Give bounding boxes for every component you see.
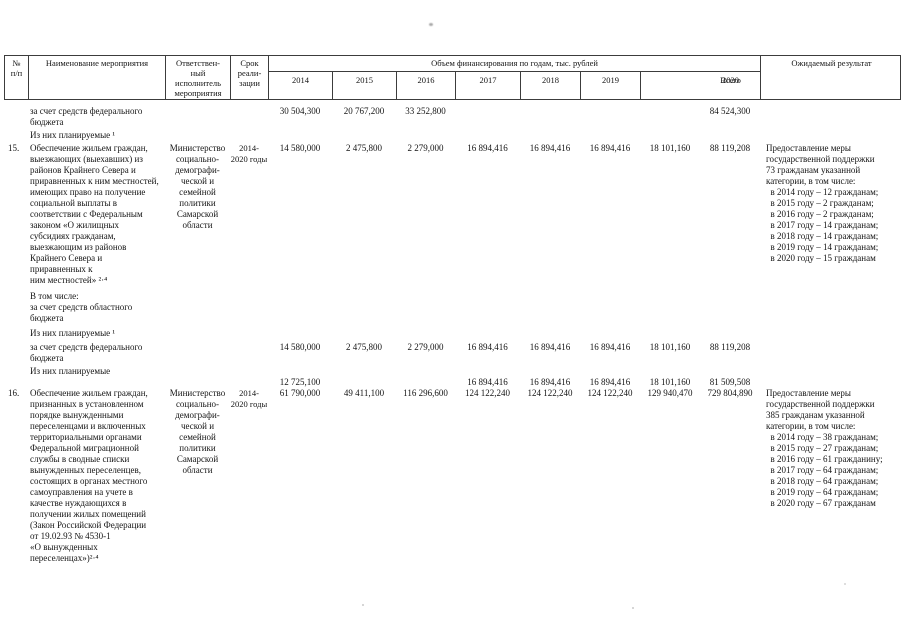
value-total: 88 119,208 <box>709 342 751 352</box>
value-2016: 2 279,000 <box>407 143 444 153</box>
value-2014: 12 725,100 <box>279 377 321 387</box>
value-2018: 16 894,416 <box>529 377 571 387</box>
expected-result: Предоставление меры государственной подд… <box>766 388 883 508</box>
header-year-2019: 2019 <box>581 72 641 99</box>
table-row-federal-budget-15: за счет средств федерального бюджета 14 … <box>4 342 901 364</box>
scan-artifact <box>429 23 433 26</box>
header-year-2015: 2015 <box>333 72 397 99</box>
scan-speck <box>362 604 364 606</box>
table-row-planned-prev: Из них планируемые ¹ <box>4 130 901 141</box>
value-2017: 16 894,416 <box>467 143 508 153</box>
header-year-2016: 2016 <box>397 72 456 99</box>
table-row-planned-values: 12 725,100 16 894,416 16 894,416 16 894,… <box>4 377 901 388</box>
table-row-regional-budget: В том числе: за счет средств областного … <box>4 291 901 324</box>
value-2015: 49 411,100 <box>343 388 385 398</box>
value-2020: 18 101,160 <box>649 143 691 153</box>
header-term: Срок реали- зации <box>231 56 269 99</box>
header-activity-name: Наименование мероприятия <box>29 56 166 99</box>
table-body: за счет средств федерального бюджета 30 … <box>4 106 901 564</box>
value-2020: 18 101,160 <box>649 342 691 352</box>
scan-speck <box>632 607 634 609</box>
executor: Министерство социально- демографи- ческо… <box>169 143 226 230</box>
activity-name: Обеспечение жильем граждан, признанных в… <box>30 388 148 563</box>
value-2019: 16 894,416 <box>589 342 631 352</box>
value-2016: 116 296,600 <box>403 388 448 398</box>
financing-table: № п/п Наименование мероприятия Ответстве… <box>4 55 901 564</box>
value-total: 81 509,508 <box>709 377 751 387</box>
row-number: 15. <box>8 143 20 153</box>
row-number: 16. <box>8 388 20 398</box>
value-2016: 2 279,000 <box>407 342 444 352</box>
table-row-15: 15. Обеспечение жильем граждан, выезжающ… <box>4 143 901 286</box>
activity-name: Из них планируемые <box>30 366 111 376</box>
value-2014: 61 790,000 <box>279 388 321 398</box>
header-financing-title: Объем финансирования по годам, тыс. рубл… <box>269 56 761 72</box>
executor: Министерство социально- демографи- ческо… <box>169 388 226 475</box>
header-year-2017: 2017 <box>456 72 521 99</box>
value-2014: 14 580,000 <box>279 143 321 153</box>
value-2019: 16 894,416 <box>589 377 631 387</box>
value-total: 84 524,300 <box>709 106 751 116</box>
value-2017: 16 894,416 <box>467 342 508 352</box>
header-executor: Ответствен- ный исполнитель мероприятия <box>166 56 231 99</box>
table-row-16: 16. Обеспечение жильем граждан, признанн… <box>4 388 901 564</box>
value-total: 88 119,208 <box>709 143 751 153</box>
value-2015 <box>332 377 396 388</box>
value-2020: 18 101,160 <box>649 377 691 387</box>
header-total: Всего <box>701 72 761 99</box>
activity-name: Обеспечение жильем граждан, выезжающих (… <box>30 143 159 285</box>
value-2019: 124 122,240 <box>587 388 633 398</box>
header-row-number: № п/п <box>5 56 29 99</box>
term: 2014- 2020 годы <box>230 388 268 409</box>
value-2019: 16 894,416 <box>589 143 631 153</box>
activity-name: В том числе: за счет средств областного … <box>30 291 133 323</box>
table-row-planned: Из них планируемые ¹ <box>4 328 901 339</box>
header-year-2014: 2014 <box>269 72 333 99</box>
activity-name: за счет средств федерального бюджета <box>30 106 143 127</box>
expected-result: Предоставление меры государственной подд… <box>766 143 879 263</box>
table-header: № п/п Наименование мероприятия Ответстве… <box>4 55 901 100</box>
value-2018: 16 894,416 <box>529 342 571 352</box>
value-2018: 124 122,240 <box>527 388 573 398</box>
value-2020: 129 940,470 <box>647 388 693 398</box>
activity-name: Из них планируемые ¹ <box>30 328 116 338</box>
value-2015: 2 475,800 <box>346 143 382 153</box>
header-expected-result: Ожидаемый результат <box>791 58 872 68</box>
value-2015: 20 767,200 <box>343 106 385 116</box>
value-2015: 2 475,800 <box>346 342 382 352</box>
activity-name: за счет средств федерального бюджета <box>30 342 143 363</box>
value-2014: 30 504,300 <box>279 106 321 116</box>
value-2016: 33 252,800 <box>405 106 446 116</box>
value-2014: 14 580,000 <box>279 342 321 352</box>
scan-speck <box>844 583 846 585</box>
value-2017: 124 122,240 <box>465 388 510 398</box>
table-row-planned-label: Из них планируемые <box>4 366 901 377</box>
value-2017: 16 894,416 <box>467 377 508 387</box>
value-total: 729 804,890 <box>707 388 753 398</box>
value-2018: 16 894,416 <box>529 143 571 153</box>
activity-name: Из них планируемые ¹ <box>30 130 116 140</box>
header-year-2018: 2018 <box>521 72 581 99</box>
value-2016 <box>396 377 455 388</box>
table-row-federal-budget-prev: за счет средств федерального бюджета 30 … <box>4 106 901 128</box>
term: 2014- 2020 годы <box>230 143 268 164</box>
